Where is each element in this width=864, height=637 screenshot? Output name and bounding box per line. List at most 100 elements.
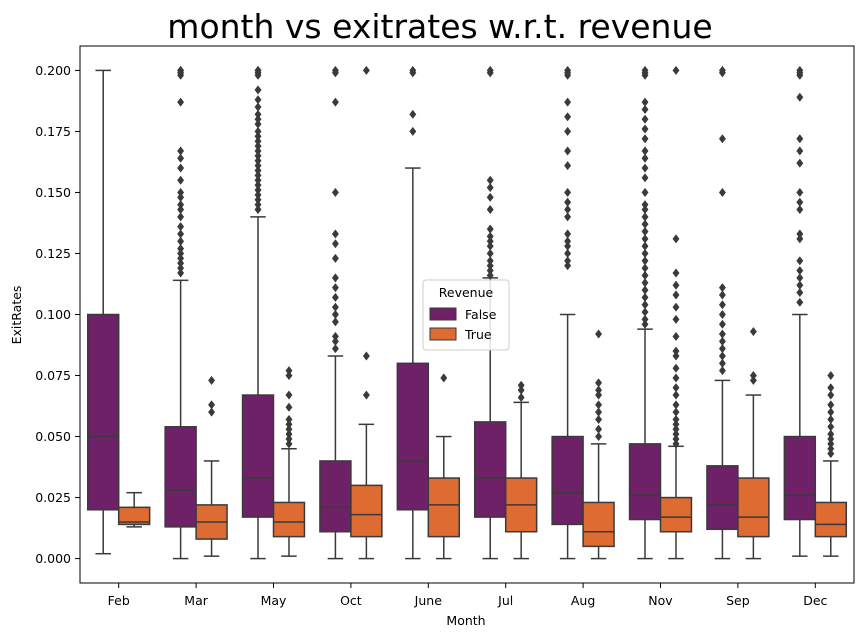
outlier-point: [827, 390, 835, 400]
outlier-point: [796, 234, 804, 244]
outlier-point: [331, 292, 339, 303]
outlier-point: [254, 85, 262, 95]
box-false-nov: [628, 65, 662, 560]
legend-swatch-false: [429, 307, 457, 321]
outlier-point: [796, 158, 804, 168]
box-body: [659, 496, 693, 533]
outlier-point: [409, 109, 417, 119]
outlier-point: [254, 204, 262, 215]
box-false-may: [241, 65, 275, 560]
x-tick-label: June: [414, 593, 443, 608]
outlier-point: [827, 449, 835, 459]
outlier-point: [409, 68, 417, 78]
box-true-mar: [195, 375, 228, 557]
plot-area: 0.000 0.025 0.050 0.075 0.100 0.125 0.150 0.175…: [35, 45, 855, 608]
outlier-point: [672, 331, 680, 342]
outlier-point: [672, 390, 680, 400]
y-tick-label: 0.100: [35, 307, 71, 322]
outlier-point: [641, 114, 649, 124]
outlier-point: [362, 65, 370, 76]
box-body: [350, 484, 383, 538]
y-axis-label: ExitRates: [9, 286, 24, 345]
box-body: [814, 501, 848, 538]
outlier-point: [177, 97, 185, 107]
outlier-point: [517, 392, 525, 403]
outlier-point: [331, 229, 339, 239]
outlier-point: [595, 390, 603, 400]
box-true-june: [427, 373, 461, 560]
legend: Revenue False True: [422, 279, 510, 351]
box-false-june: [396, 65, 430, 560]
box-body: [706, 465, 739, 531]
outlier-point: [718, 319, 726, 329]
outlier-point: [672, 363, 680, 373]
outlier-point: [331, 68, 339, 78]
box-false-jul: [473, 65, 507, 560]
outlier-point: [672, 351, 680, 361]
outlier-point: [718, 134, 726, 144]
box-body: [241, 394, 275, 518]
outlier-point: [564, 160, 572, 171]
outlier-point: [796, 287, 804, 298]
chart-title: month vs exitrates w.r.t. revenue: [167, 7, 712, 46]
box-body: [628, 443, 662, 521]
outlier-point: [641, 104, 649, 115]
outlier-point: [362, 390, 370, 400]
box-false-aug: [551, 65, 584, 560]
outlier-point: [285, 390, 293, 400]
outlier-point: [331, 283, 339, 293]
y-tick-label: 0.125: [35, 246, 71, 261]
outlier-point: [796, 256, 804, 266]
y-tick-label: 0.050: [35, 429, 71, 444]
outlier-point: [564, 97, 572, 107]
x-axis-label: Month: [446, 613, 485, 628]
outlier-point: [796, 204, 804, 215]
outlier-point: [796, 187, 804, 198]
outlier-point: [564, 187, 572, 198]
x-tick-label: Jul: [497, 593, 513, 608]
outlier-point: [486, 182, 494, 193]
outlier-point: [641, 173, 649, 183]
legend-swatch-true: [429, 327, 457, 341]
outlier-point: [331, 317, 339, 327]
legend-entry-true: True: [464, 327, 492, 342]
y-tick-label: 0.075: [35, 368, 71, 383]
outlier-point: [331, 97, 339, 107]
outlier-point: [254, 70, 262, 80]
outlier-point: [486, 192, 494, 202]
box-true-aug: [582, 329, 615, 560]
box-body: [396, 362, 430, 511]
x-tick-label: Dec: [803, 593, 827, 608]
box-false-mar: [164, 65, 197, 560]
outlier-point: [177, 268, 185, 278]
outlier-point: [564, 126, 572, 137]
x-tick-label: Feb: [108, 593, 130, 608]
box-body: [164, 426, 197, 528]
outlier-point: [208, 407, 216, 417]
box-false-feb: [86, 69, 120, 555]
box-false-oct: [319, 65, 352, 560]
x-tick-label: May: [261, 593, 287, 608]
outlier-point: [331, 187, 339, 198]
x-tick-label: Oct: [340, 593, 362, 608]
outlier-point: [177, 175, 185, 185]
outlier-point: [486, 204, 494, 215]
outlier-point: [564, 112, 572, 122]
outlier-point: [595, 431, 603, 442]
outlier-point: [285, 402, 293, 412]
y-tick-label: 0.000: [35, 551, 71, 566]
x-tick-label: Aug: [571, 593, 595, 608]
outlier-point: [362, 351, 370, 361]
outlier-point: [749, 326, 757, 337]
outlier-point: [641, 134, 649, 144]
outlier-point: [672, 65, 680, 76]
outlier-point: [718, 300, 726, 310]
outlier-point: [208, 375, 216, 386]
outlier-point: [409, 126, 417, 137]
box-false-dec: [783, 65, 817, 557]
outlier-point: [718, 290, 726, 300]
outlier-point: [641, 163, 649, 173]
outlier-point: [718, 366, 726, 376]
outlier-point: [177, 153, 185, 163]
box-true-jul: [504, 380, 538, 560]
